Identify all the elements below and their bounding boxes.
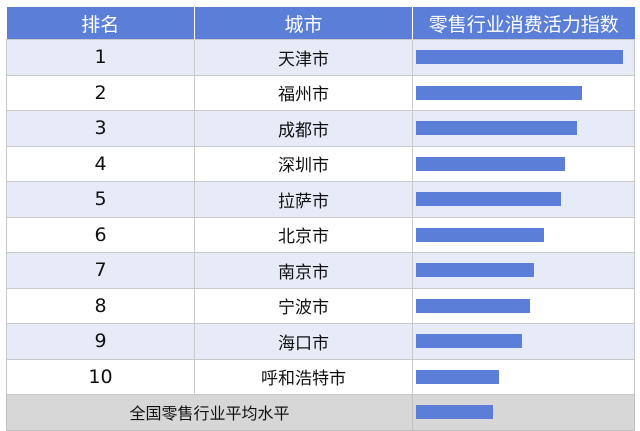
index-bar [416, 192, 561, 207]
header-row: 排名 城市 零售行业消费活力指数 [6, 7, 635, 40]
city-cell: 南京市 [194, 252, 413, 289]
index-bar [416, 156, 565, 171]
index-bar [416, 121, 577, 136]
index-bar [416, 263, 534, 278]
rank-cell: 4 [6, 145, 195, 182]
rank-cell: 7 [6, 252, 195, 289]
rank-cell: 9 [6, 323, 195, 360]
bar-cell [412, 145, 635, 182]
table-row: 6 北京市 [6, 216, 635, 253]
rank-cell: 5 [6, 181, 195, 218]
bar-cell [412, 323, 635, 360]
table-row: 8 宁波市 [6, 287, 635, 324]
city-cell: 成都市 [194, 110, 413, 147]
index-bar [416, 334, 522, 349]
bar-cell [412, 39, 635, 76]
bar-cell [412, 287, 635, 324]
city-cell: 天津市 [194, 39, 413, 76]
table-row: 5 拉萨市 [6, 181, 635, 218]
index-bar [416, 298, 530, 313]
index-bar [416, 369, 499, 384]
header-index: 零售行业消费活力指数 [412, 7, 635, 40]
average-label: 全国零售行业平均水平 [6, 394, 413, 431]
city-cell: 深圳市 [194, 145, 413, 182]
table-row: 2 福州市 [6, 74, 635, 111]
city-cell: 呼和浩特市 [194, 358, 413, 395]
table-row: 7 南京市 [6, 252, 635, 289]
ranking-table: 排名 城市 零售行业消费活力指数 1 天津市 2 福州市 3 成都市 4 深圳市 5 拉萨市 6 北京… [6, 7, 635, 431]
header-city: 城市 [194, 7, 413, 40]
rank-cell: 3 [6, 110, 195, 147]
index-bar [416, 50, 623, 65]
table-row: 4 深圳市 [6, 145, 635, 182]
city-cell: 福州市 [194, 74, 413, 111]
table-body: 1 天津市 2 福州市 3 成都市 4 深圳市 5 拉萨市 6 北京市 7 南京市 8 宁波市 9 海口市 10 呼和… [6, 39, 635, 431]
bar-cell [412, 358, 635, 395]
city-cell: 北京市 [194, 216, 413, 253]
index-bar [416, 85, 582, 100]
city-cell: 海口市 [194, 323, 413, 360]
index-bar [416, 227, 544, 242]
city-cell: 宁波市 [194, 287, 413, 324]
bar-cell [412, 216, 635, 253]
average-bar [416, 405, 493, 420]
bar-cell [412, 252, 635, 289]
rank-cell: 8 [6, 287, 195, 324]
rank-cell: 2 [6, 74, 195, 111]
bar-cell [412, 110, 635, 147]
rank-cell: 6 [6, 216, 195, 253]
table-row: 1 天津市 [6, 39, 635, 76]
rank-cell: 10 [6, 358, 195, 395]
average-bar-cell [412, 394, 635, 431]
rank-cell: 1 [6, 39, 195, 76]
average-row: 全国零售行业平均水平 [6, 394, 635, 431]
header-rank: 排名 [6, 7, 195, 40]
bar-cell [412, 74, 635, 111]
city-cell: 拉萨市 [194, 181, 413, 218]
table-row: 10 呼和浩特市 [6, 358, 635, 395]
table-row: 9 海口市 [6, 323, 635, 360]
table-row: 3 成都市 [6, 110, 635, 147]
bar-cell [412, 181, 635, 218]
